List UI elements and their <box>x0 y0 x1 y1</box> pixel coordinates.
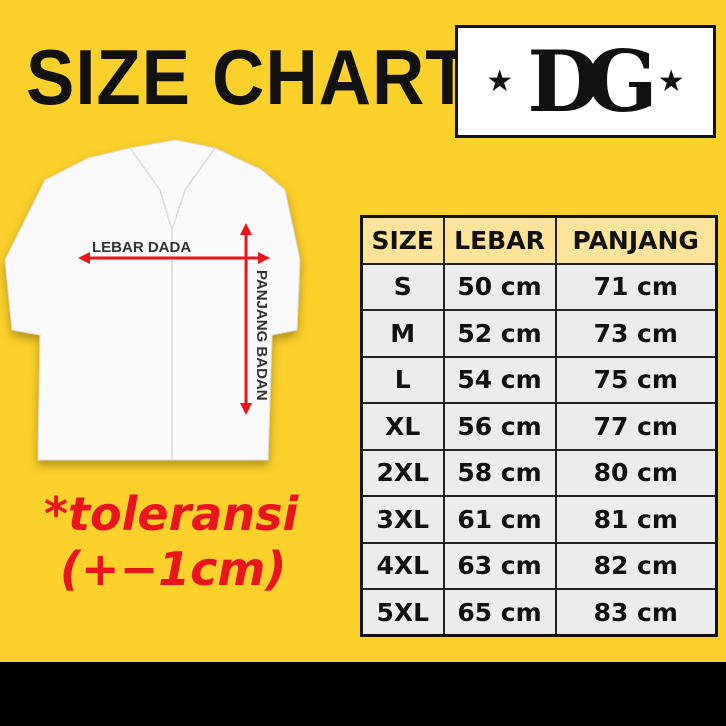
tolerance-line1: *toleransi <box>44 487 299 541</box>
lebar-cell: 56 cm <box>442 402 557 451</box>
tolerance-note: *toleransi (+−1cm) <box>44 487 298 597</box>
size-cell: L <box>360 355 445 404</box>
shirt-image <box>4 139 301 461</box>
size-cell: 3XL <box>360 495 445 544</box>
size-cell: 4XL <box>360 541 445 590</box>
star-icon: ★ <box>657 64 685 99</box>
panjang-cell: 83 cm <box>554 588 718 637</box>
table-row: 3XL 61 cm 81 cm <box>360 495 718 544</box>
header-lebar: LEBAR <box>442 215 557 265</box>
table-row: 4XL 63 cm 82 cm <box>360 541 718 590</box>
width-label: LEBAR DADA <box>92 239 191 256</box>
brand-logo: ★ DG ★ <box>455 25 716 138</box>
logo-mark: DG <box>527 31 658 131</box>
table-row: S 50 cm 71 cm <box>360 262 718 311</box>
size-table: SIZE LEBAR PANJANG S 50 cm 71 cm M 52 cm 73 c… <box>360 215 718 637</box>
panjang-cell: 75 cm <box>554 355 718 404</box>
table-header: SIZE LEBAR PANJANG <box>360 215 718 265</box>
tolerance-line2: (+−1cm) <box>60 542 287 597</box>
size-cell: S <box>360 262 445 311</box>
length-label: PANJANG BADAN <box>253 270 270 401</box>
lebar-cell: 58 cm <box>442 448 557 497</box>
header-size: SIZE <box>360 215 445 265</box>
footer-bar <box>0 662 726 726</box>
panjang-cell: 77 cm <box>554 402 718 451</box>
lebar-cell: 61 cm <box>442 495 557 544</box>
lebar-cell: 50 cm <box>442 262 557 311</box>
lebar-cell: 63 cm <box>442 541 557 590</box>
panjang-cell: 80 cm <box>554 448 718 497</box>
size-cell: 5XL <box>360 588 445 637</box>
header-panjang: PANJANG <box>554 215 718 265</box>
shirt-diagram: LEBAR DADA PANJANG BADAN <box>4 139 301 461</box>
panjang-cell: 82 cm <box>554 541 718 590</box>
panjang-cell: 71 cm <box>554 262 718 311</box>
table-row: XL 56 cm 77 cm <box>360 402 718 451</box>
table-row: L 54 cm 75 cm <box>360 355 718 404</box>
table-row: 2XL 58 cm 80 cm <box>360 448 718 497</box>
table-row: 5XL 65 cm 83 cm <box>360 588 718 637</box>
size-cell: 2XL <box>360 448 445 497</box>
panjang-cell: 81 cm <box>554 495 718 544</box>
panjang-cell: 73 cm <box>554 309 718 358</box>
lebar-cell: 54 cm <box>442 355 557 404</box>
star-icon: ★ <box>486 64 514 99</box>
lebar-cell: 52 cm <box>442 309 557 358</box>
table-row: M 52 cm 73 cm <box>360 309 718 358</box>
size-cell: XL <box>360 402 445 451</box>
page-title: SIZE CHART <box>26 33 471 121</box>
size-cell: M <box>360 309 445 358</box>
lebar-cell: 65 cm <box>442 588 557 637</box>
